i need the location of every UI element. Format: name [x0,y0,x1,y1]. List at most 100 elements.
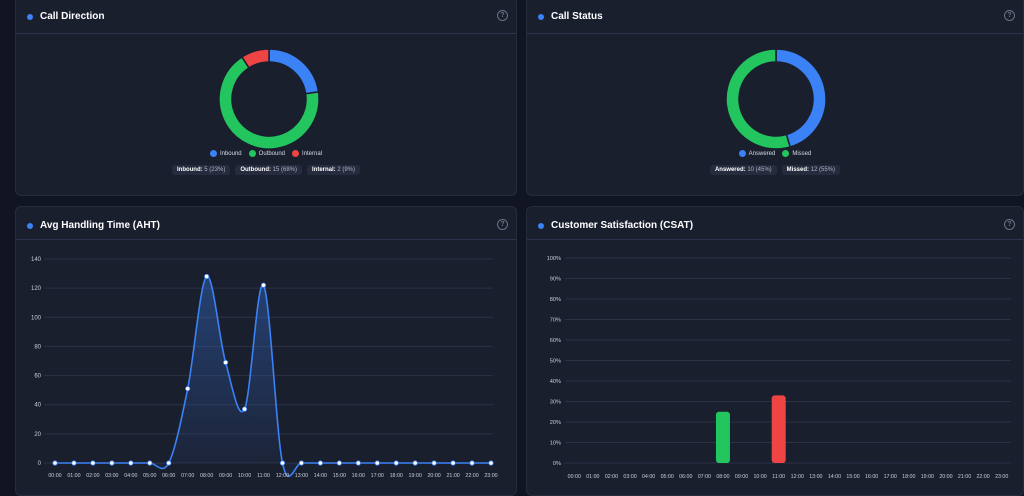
legend-item-missed[interactable]: Missed [782,150,811,157]
x-tick-label: 07:00 [181,473,194,479]
data-point-23[interactable] [488,460,494,466]
data-point-4[interactable] [128,460,134,466]
data-point-18[interactable] [393,460,399,466]
x-tick-label: 02:00 [86,473,99,479]
card-title: Call Status [551,11,603,22]
y-tick-label: 90% [550,277,561,283]
legend-swatch-icon [738,150,746,157]
summary-chips: Answered: 10 (45%) Missed: 12 (55%) [527,165,1023,175]
title-dot-icon [27,13,33,20]
x-tick-label: 19:00 [409,473,422,479]
x-tick-label: 20:00 [939,474,952,480]
chart-legend: Inbound Outbound Internal [16,150,516,157]
data-point-7[interactable] [185,386,191,392]
chip-value: 10 (45%) [745,167,772,173]
csat-bar-8[interactable] [715,411,730,463]
donut-slice-answered[interactable] [775,48,827,148]
csat-bar-chart: 0% 10% 20% 30% 40% 50% 60% 70% 80% 90% 100% 00:00 01… [547,256,1011,480]
data-point-20[interactable] [431,460,437,466]
data-point-19[interactable] [412,460,418,466]
chip-label: Inbound: [176,167,203,173]
help-icon[interactable]: ? [1004,10,1015,21]
stat-chip-outbound: Outbound: 15 (68%) [235,165,302,175]
legend-label: Outbound [258,150,286,157]
legend-item-answered[interactable]: Answered [738,150,776,157]
data-point-12[interactable] [279,460,286,466]
x-tick-label: 09:00 [219,473,232,479]
legend-swatch-icon [209,150,217,157]
data-point-8[interactable] [204,273,210,280]
y-tick-label: 20 [34,432,41,438]
data-point-13[interactable] [298,460,305,466]
x-tick-label: 11:00 [772,474,785,480]
legend-swatch-icon [292,150,300,157]
chip-label: Internal: [312,167,336,173]
x-tick-label: 11:00 [257,473,270,479]
data-point-2[interactable] [90,460,96,466]
data-point-21[interactable] [450,460,456,466]
data-point-1[interactable] [71,460,77,466]
x-tick-label: 05:00 [143,473,156,479]
x-tick-label: 13:00 [809,474,822,480]
x-tick-label: 16:00 [865,474,878,480]
x-tick-label: 00:00 [568,474,581,480]
help-icon[interactable]: ? [497,219,508,230]
csat-bar-11[interactable] [771,395,786,463]
x-tick-label: 17:00 [884,474,897,480]
legend-item-outbound[interactable]: Outbound [248,150,286,157]
card-header: Avg Handling Time (AHT) ? [16,207,516,240]
data-point-11[interactable] [260,282,267,288]
data-point-22[interactable] [469,460,475,466]
x-tick-label: 10:00 [753,474,766,480]
chip-value: 12 (55%) [809,167,836,173]
aht-line-chart: 0 20 40 60 80 100 120 140 00:00 01:00 02:00 03:00 04… [31,257,498,479]
donut-slice-missed[interactable] [725,48,792,150]
legend-label: Missed [792,150,812,157]
card-title: Customer Satisfaction (CSAT) [551,220,694,231]
legend-label: Answered [748,150,776,157]
y-tick-label: 10% [550,441,561,447]
x-tick-label: 12:00 [276,473,289,479]
help-icon[interactable]: ? [1004,219,1015,230]
data-point-15[interactable] [336,460,342,466]
legend-label: Inbound [219,150,242,157]
x-tick-label: 23:00 [484,473,497,479]
y-tick-label: 50% [550,359,561,365]
stat-chip-missed: Missed: 12 (55%) [781,165,841,175]
legend-item-inbound[interactable]: Inbound [209,150,242,157]
y-tick-label: 60% [550,338,561,344]
data-point-3[interactable] [109,460,115,466]
x-tick-label: 03:00 [105,473,118,479]
x-tick-label: 05:00 [661,474,674,480]
y-tick-label: 70% [550,318,561,324]
data-point-17[interactable] [374,460,380,466]
summary-chips: Inbound: 5 (23%) Outbound: 15 (68%) Intern… [16,165,516,175]
donut-slice-inbound[interactable] [268,48,320,95]
x-tick-label: 21:00 [446,473,459,479]
data-point-16[interactable] [355,460,361,466]
help-icon[interactable]: ? [497,10,508,21]
legend-item-internal[interactable]: Internal [292,150,322,157]
x-tick-label: 20:00 [427,473,440,479]
data-point-5[interactable] [147,460,153,466]
y-tick-label: 100 [31,315,42,321]
x-tick-label: 10:00 [238,473,251,479]
stat-chip-answered: Answered: 10 (45%) [709,165,777,175]
chip-value: 2 (9%) [335,167,356,173]
donut-slice-outbound[interactable] [218,55,320,150]
x-tick-label: 02:00 [605,474,618,480]
data-point-0[interactable] [52,460,58,466]
y-tick-label: 0% [553,461,561,467]
y-tick-label: 0 [38,461,42,467]
y-tick-label: 40% [550,379,561,385]
data-point-14[interactable] [317,460,323,466]
data-point-9[interactable] [223,359,229,366]
x-tick-label: 19:00 [921,474,934,480]
x-tick-label: 09:00 [735,474,748,480]
data-point-6[interactable] [166,460,172,466]
x-tick-label: 22:00 [976,474,989,480]
data-point-10[interactable] [241,406,248,412]
x-tick-label: 00:00 [48,473,61,479]
chip-label: Outbound: [240,167,271,173]
donut-slice-internal[interactable] [240,48,270,69]
